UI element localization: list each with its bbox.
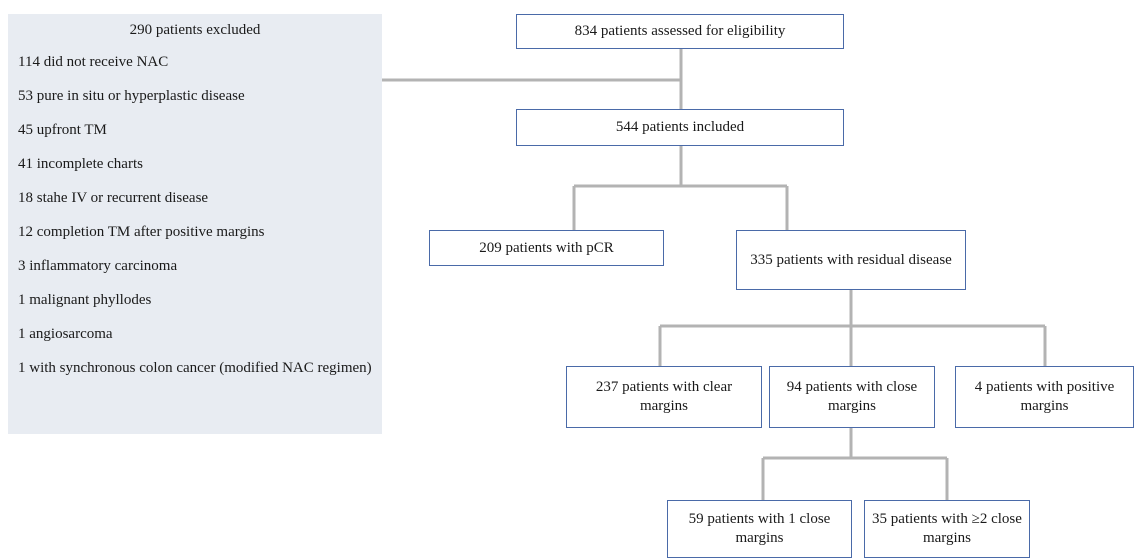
exclusion-item: 114 did not receive NAC bbox=[18, 54, 169, 70]
exclusion-list: 114 did not receive NAC 53 pure in situ … bbox=[18, 53, 372, 377]
box-included: 544 patients included bbox=[516, 109, 844, 146]
exclusion-title: 290 patients excluded bbox=[129, 22, 261, 38]
connector-included-split bbox=[572, 146, 789, 230]
exclusion-item: 45 upfront TM bbox=[18, 122, 107, 138]
exclusion-item: 3 inflammatory carcinoma bbox=[18, 258, 178, 274]
box-clear-margins: 237 patients with clear margins bbox=[566, 366, 762, 428]
exclusion-item: 1 with synchronous colon cancer (modifie… bbox=[18, 360, 372, 376]
exclusion-item: 12 completion TM after positive margins bbox=[18, 224, 265, 240]
connector-close-split bbox=[761, 428, 949, 500]
box-one-close-margin: 59 patients with 1 close margins bbox=[667, 500, 852, 558]
box-residual: 335 patients with residual disease bbox=[736, 230, 966, 290]
exclusion-item: 18 stahe IV or recurrent disease bbox=[18, 190, 209, 206]
exclusion-item: 53 pure in situ or hyperplastic disease bbox=[18, 88, 245, 104]
box-close-margins: 94 patients with close margins bbox=[769, 366, 935, 428]
exclusion-item: 1 angiosarcoma bbox=[18, 326, 113, 342]
exclusion-item: 1 malignant phyllodes bbox=[18, 292, 152, 308]
exclusion-panel: 290 patients excluded 114 did not receiv… bbox=[8, 14, 382, 434]
box-pcr: 209 patients with pCR bbox=[429, 230, 664, 266]
box-assessed: 834 patients assessed for eligibility bbox=[516, 14, 844, 49]
exclusion-item: 41 incomplete charts bbox=[18, 156, 143, 172]
box-positive-margins: 4 patients with positive margins bbox=[955, 366, 1134, 428]
box-two-plus-close-margins: 35 patients with ≥2 close margins bbox=[864, 500, 1030, 558]
connector-residual-split bbox=[658, 290, 1047, 366]
